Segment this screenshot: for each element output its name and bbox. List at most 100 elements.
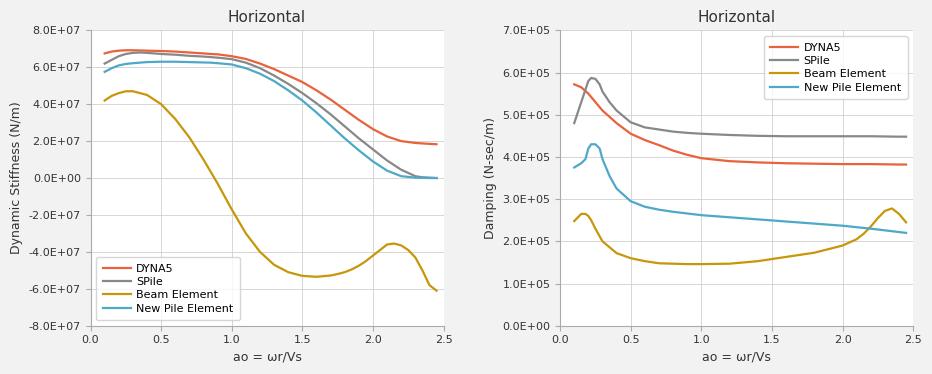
Legend: DYNA5, SPile, Beam Element, New Pile Element: DYNA5, SPile, Beam Element, New Pile Ele… xyxy=(96,257,240,320)
Beam Element xyxy=(865,224,876,229)
DYNA5 xyxy=(809,162,820,166)
DYNA5 xyxy=(156,49,167,53)
Line: SPile: SPile xyxy=(104,52,436,178)
Beam Element xyxy=(872,216,884,220)
Beam Element xyxy=(254,249,266,254)
New Pile Element xyxy=(282,88,294,93)
New Pile Element xyxy=(569,165,580,170)
SPile xyxy=(590,77,601,81)
New Pile Element xyxy=(695,213,706,217)
Beam Element xyxy=(580,212,591,216)
SPile xyxy=(296,91,308,95)
Beam Element xyxy=(99,98,110,103)
New Pile Element xyxy=(325,123,336,128)
New Pile Element xyxy=(582,146,594,151)
New Pile Element xyxy=(580,157,591,161)
Y-axis label: Dynamic Stiffness (N/m): Dynamic Stiffness (N/m) xyxy=(10,102,23,254)
New Pile Element xyxy=(205,60,216,65)
Beam Element xyxy=(681,262,692,266)
SPile xyxy=(569,121,580,125)
Beam Element xyxy=(625,256,637,260)
SPile xyxy=(156,52,167,56)
SPile xyxy=(695,132,706,136)
DYNA5 xyxy=(576,85,587,89)
Beam Element xyxy=(410,255,421,260)
SPile xyxy=(653,127,665,132)
DYNA5 xyxy=(254,61,266,66)
Beam Element xyxy=(339,270,350,275)
New Pile Element xyxy=(667,209,678,214)
New Pile Element xyxy=(681,211,692,216)
New Pile Element xyxy=(170,59,181,64)
Beam Element xyxy=(361,259,372,263)
SPile xyxy=(596,89,608,94)
Beam Element xyxy=(879,209,890,213)
SPile xyxy=(120,52,131,56)
Beam Element xyxy=(886,206,898,211)
Line: SPile: SPile xyxy=(574,78,906,137)
SPile xyxy=(424,175,435,180)
Beam Element xyxy=(113,91,124,95)
New Pile Element xyxy=(865,226,876,231)
Beam Element xyxy=(120,89,131,94)
SPile xyxy=(268,73,280,78)
SPile xyxy=(580,87,591,92)
Beam Element xyxy=(311,275,322,279)
New Pile Element xyxy=(156,59,167,64)
New Pile Element xyxy=(113,63,124,68)
DYNA5 xyxy=(395,139,406,143)
Line: New Pile Element: New Pile Element xyxy=(574,144,906,233)
SPile xyxy=(198,54,209,59)
DYNA5 xyxy=(653,143,665,147)
New Pile Element xyxy=(639,205,651,209)
DYNA5 xyxy=(99,51,110,56)
SPile xyxy=(667,129,678,134)
Beam Element xyxy=(639,259,651,263)
DYNA5 xyxy=(431,142,442,147)
Line: DYNA5: DYNA5 xyxy=(574,85,906,165)
SPile xyxy=(604,100,615,104)
New Pile Element xyxy=(431,176,442,180)
DYNA5 xyxy=(724,159,735,163)
SPile xyxy=(142,50,153,55)
DYNA5 xyxy=(381,134,392,139)
New Pile Element xyxy=(594,146,605,151)
DYNA5 xyxy=(170,49,181,54)
Beam Element xyxy=(582,214,594,218)
SPile xyxy=(325,112,336,117)
Beam Element xyxy=(389,241,400,246)
New Pile Element xyxy=(339,136,350,141)
New Pile Element xyxy=(604,174,615,178)
New Pile Element xyxy=(611,186,623,191)
SPile xyxy=(809,134,820,138)
DYNA5 xyxy=(625,132,637,136)
SPile xyxy=(894,134,905,139)
New Pile Element xyxy=(240,66,252,70)
SPile xyxy=(311,101,322,105)
Beam Element xyxy=(403,248,414,252)
SPile xyxy=(99,61,110,66)
Beam Element xyxy=(332,272,343,276)
Beam Element xyxy=(417,268,428,273)
DYNA5 xyxy=(695,156,706,160)
New Pile Element xyxy=(585,142,596,147)
SPile xyxy=(410,174,421,178)
DYNA5 xyxy=(120,48,131,52)
SPile xyxy=(106,58,117,62)
SPile xyxy=(611,108,623,113)
SPile xyxy=(431,176,442,180)
DYNA5 xyxy=(424,142,435,146)
Beam Element xyxy=(240,231,252,236)
Beam Element xyxy=(296,274,308,278)
New Pile Element xyxy=(353,148,364,153)
Legend: DYNA5, SPile, Beam Element, New Pile Element: DYNA5, SPile, Beam Element, New Pile Ele… xyxy=(763,36,908,99)
SPile xyxy=(381,158,392,163)
New Pile Element xyxy=(128,61,139,65)
Beam Element xyxy=(752,259,763,263)
DYNA5 xyxy=(311,88,322,93)
New Pile Element xyxy=(311,110,322,115)
DYNA5 xyxy=(590,100,601,104)
SPile xyxy=(724,133,735,137)
Beam Element xyxy=(367,253,378,258)
SPile xyxy=(594,82,605,87)
